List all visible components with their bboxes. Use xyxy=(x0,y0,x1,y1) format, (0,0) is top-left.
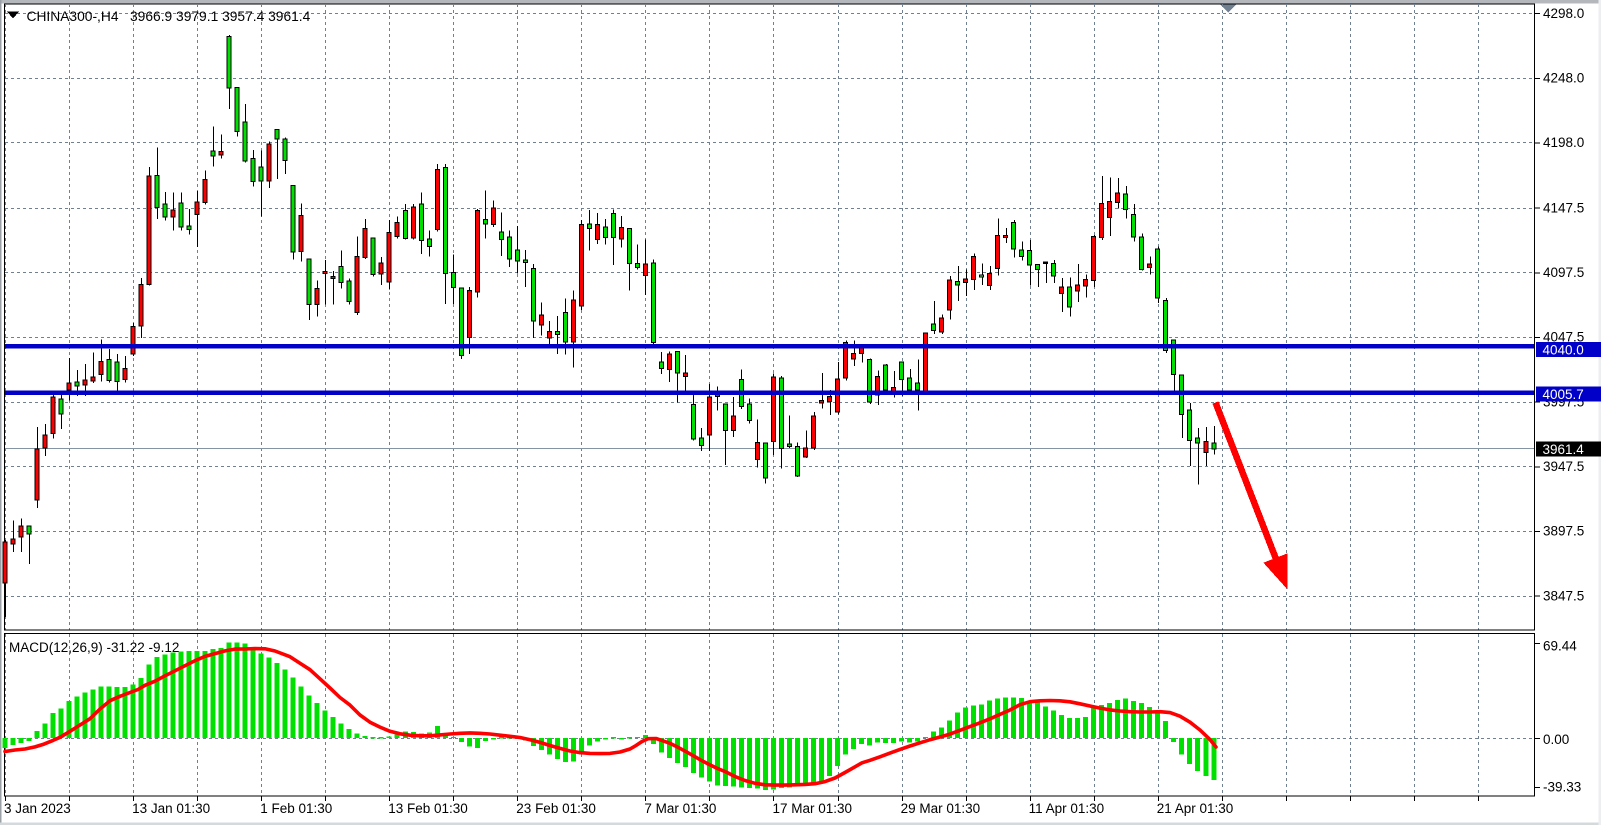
svg-text:MACD(12,26,9) -31.22 -9.12: MACD(12,26,9) -31.22 -9.12 xyxy=(9,640,179,655)
svg-text:1 Feb 01:30: 1 Feb 01:30 xyxy=(260,801,332,816)
svg-text:CHINA300-,H4 3966.9 3979.1 3: CHINA300-,H4 3966.9 3979.1 3957.4 3961.4 xyxy=(27,9,311,24)
svg-text:3947.5: 3947.5 xyxy=(1543,459,1584,474)
svg-text:0.00: 0.00 xyxy=(1543,732,1569,747)
svg-text:29 Mar 01:30: 29 Mar 01:30 xyxy=(901,801,981,816)
svg-text:69.44: 69.44 xyxy=(1543,638,1577,653)
svg-text:11 Apr 01:30: 11 Apr 01:30 xyxy=(1029,801,1105,816)
svg-text:4198.0: 4198.0 xyxy=(1543,135,1584,150)
svg-text:-39.33: -39.33 xyxy=(1543,780,1581,795)
svg-text:3897.5: 3897.5 xyxy=(1543,524,1584,539)
svg-text:13 Jan 01:30: 13 Jan 01:30 xyxy=(132,801,210,816)
svg-text:17 Mar 01:30: 17 Mar 01:30 xyxy=(773,801,853,816)
svg-text:4005.7: 4005.7 xyxy=(1543,387,1584,402)
svg-text:3 Jan 2023: 3 Jan 2023 xyxy=(4,801,71,816)
svg-text:21 Apr 01:30: 21 Apr 01:30 xyxy=(1157,801,1234,816)
svg-text:4047.5: 4047.5 xyxy=(1543,330,1584,345)
svg-text:4248.0: 4248.0 xyxy=(1543,71,1584,86)
svg-text:23 Feb 01:30: 23 Feb 01:30 xyxy=(516,801,596,816)
svg-text:4147.5: 4147.5 xyxy=(1543,200,1584,215)
svg-text:4097.5: 4097.5 xyxy=(1543,265,1584,280)
svg-text:13 Feb 01:30: 13 Feb 01:30 xyxy=(388,801,468,816)
svg-text:7 Mar 01:30: 7 Mar 01:30 xyxy=(644,801,716,816)
svg-text:4040.0: 4040.0 xyxy=(1543,342,1584,357)
svg-text:4298.0: 4298.0 xyxy=(1543,6,1584,21)
svg-text:3961.4: 3961.4 xyxy=(1543,442,1585,457)
svg-text:3847.5: 3847.5 xyxy=(1543,588,1584,603)
